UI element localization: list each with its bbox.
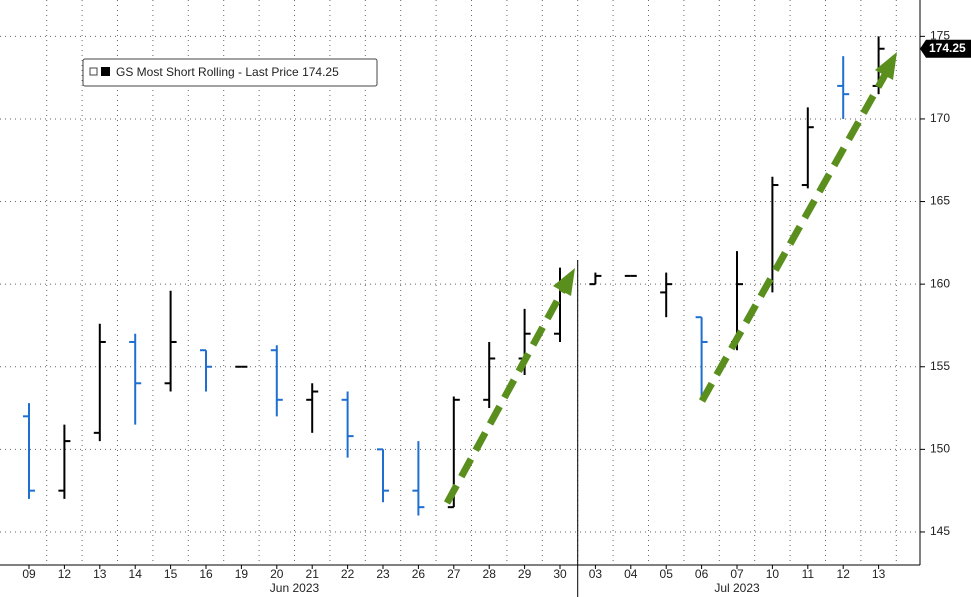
- y-tick-label: 155: [930, 359, 950, 373]
- ohlc-bar: [341, 391, 354, 458]
- legend-swatch: [101, 67, 110, 76]
- ohlc-bar: [306, 383, 319, 433]
- x-tick-label: 19: [235, 567, 249, 581]
- x-tick-label: 15: [164, 567, 178, 581]
- arrow-head: [553, 268, 575, 296]
- x-tick-label: 27: [447, 567, 461, 581]
- ohlc-bar: [837, 56, 850, 119]
- legend: GS Most Short Rolling - Last Price 174.2…: [82, 58, 378, 87]
- legend-icon: [89, 67, 98, 76]
- x-tick-label: 13: [872, 567, 886, 581]
- annotation-arrows: [443, 52, 897, 505]
- month-label: Jul 2023: [714, 581, 760, 595]
- x-tick-label: 13: [93, 567, 107, 581]
- ohlc-bar: [200, 349, 212, 392]
- ohlc-bar: [164, 290, 177, 392]
- ohlc-bar: [377, 448, 389, 503]
- x-tick-label: 04: [624, 567, 638, 581]
- y-tick-label: 170: [930, 111, 950, 125]
- last-price-badge: [920, 39, 971, 58]
- x-tick-label: 07: [730, 567, 744, 581]
- x-tick-label: 03: [589, 567, 603, 581]
- x-tick-label: 11: [802, 567, 815, 581]
- y-tick-label: 165: [930, 194, 950, 208]
- y-tick-label: 145: [930, 524, 950, 538]
- x-tick-label: 23: [376, 567, 390, 581]
- x-tick-label: 22: [341, 567, 355, 581]
- y-tick-label: 160: [930, 276, 950, 290]
- ohlc-bar: [483, 341, 496, 409]
- x-tick-label: 30: [553, 567, 567, 581]
- x-tick-label: 26: [412, 567, 426, 581]
- ohlc-bar: [129, 333, 142, 425]
- x-tick-label: 21: [306, 567, 320, 581]
- ohlc-bar: [695, 316, 708, 400]
- ohlc-bar: [93, 323, 106, 442]
- ohlc-bar: [412, 441, 425, 516]
- x-tick-label: 10: [766, 567, 780, 581]
- x-tick-label: 14: [129, 567, 143, 581]
- ohlc-bar: [58, 424, 71, 499]
- ohlc-bar: [23, 403, 35, 499]
- ohlc-bar: [660, 272, 673, 318]
- x-tick-label: 09: [22, 567, 36, 581]
- x-tick-label: 16: [199, 567, 213, 581]
- y-tick-label: 175: [930, 29, 950, 43]
- legend-text: GS Most Short Rolling - Last Price 174.2…: [116, 65, 339, 79]
- ohlc-bar: [801, 107, 814, 189]
- y-tick-label: 150: [930, 442, 950, 456]
- legend-box: [82, 58, 378, 87]
- last-price-label: 174.25: [929, 41, 966, 55]
- plot-area: [0, 0, 920, 565]
- arrow-head: [875, 52, 897, 80]
- x-tick-label: 06: [695, 567, 709, 581]
- trend-arrow: [443, 288, 567, 505]
- x-tick-label: 28: [483, 567, 497, 581]
- ohlc-bar: [270, 345, 283, 417]
- x-tick-label: 05: [660, 567, 674, 581]
- ohlc-bar: [589, 272, 602, 286]
- x-tick-label: 12: [837, 567, 851, 581]
- month-label: Jun 2023: [270, 581, 320, 595]
- trend-arrow: [698, 71, 890, 403]
- x-tick-label: 12: [58, 567, 72, 581]
- x-tick-label: 29: [518, 567, 532, 581]
- x-tick-label: 20: [270, 567, 284, 581]
